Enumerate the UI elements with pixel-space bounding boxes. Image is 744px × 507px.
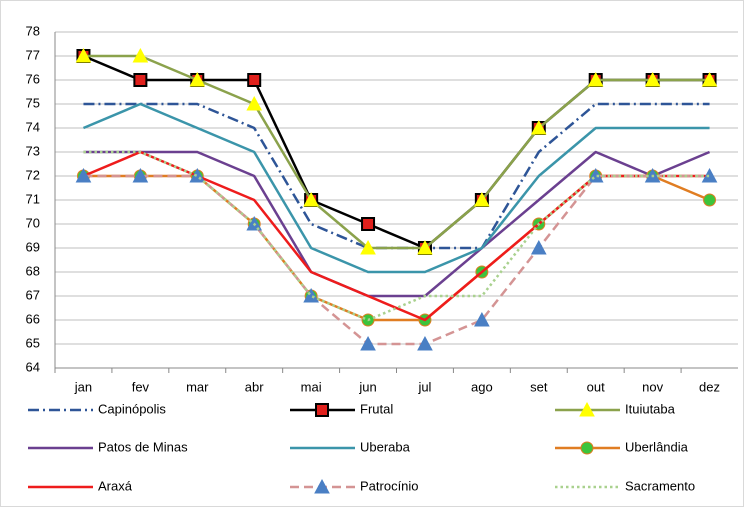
y-tick-label: 67 <box>26 287 40 302</box>
point-marker <box>133 73 148 87</box>
x-tick-label: dez <box>699 379 720 394</box>
legend-label: Ituiutaba <box>625 401 676 416</box>
x-tick-label: jun <box>358 379 376 394</box>
legend-label: Araxá <box>98 478 133 493</box>
series-line <box>83 102 710 250</box>
legend-label: Frutal <box>360 401 393 416</box>
point-marker <box>360 335 376 351</box>
point-marker <box>361 217 376 231</box>
series <box>83 150 711 298</box>
legend-label: Capinópolis <box>98 401 166 416</box>
point-marker <box>474 191 490 207</box>
y-tick-label: 76 <box>26 71 40 86</box>
point-marker <box>701 71 718 87</box>
point-marker <box>417 239 433 255</box>
x-tick-label: set <box>530 379 548 394</box>
legend-label: Uberaba <box>360 439 411 454</box>
y-tick-label: 69 <box>26 239 40 254</box>
legend-label: Uberlândia <box>625 439 689 454</box>
y-tick-label: 75 <box>26 95 40 110</box>
y-tick-label: 68 <box>26 263 40 278</box>
point-marker <box>132 47 149 63</box>
y-tick-label: 78 <box>26 23 40 38</box>
y-tick-label: 64 <box>26 359 40 374</box>
x-tick-label: nov <box>642 379 663 394</box>
x-tick-label: fev <box>132 379 150 394</box>
point-marker <box>703 193 717 207</box>
legend-marker <box>315 403 329 417</box>
point-marker <box>474 311 490 327</box>
point-marker <box>360 239 376 255</box>
series-line <box>82 102 710 274</box>
point-marker <box>75 47 92 63</box>
point-marker <box>530 119 547 135</box>
point-marker <box>303 191 319 207</box>
point-marker <box>644 71 661 87</box>
series <box>75 47 718 255</box>
point-marker <box>246 95 263 111</box>
x-tick-label: jan <box>74 379 92 394</box>
series <box>82 102 710 274</box>
y-tick-label: 65 <box>26 335 40 350</box>
series <box>83 102 710 250</box>
legend-marker <box>579 401 595 417</box>
x-tick-label: mai <box>301 379 322 394</box>
legend-label: Patrocínio <box>360 478 419 493</box>
y-tick-label: 74 <box>26 119 40 134</box>
point-marker <box>75 167 92 183</box>
x-tick-label: out <box>587 379 605 394</box>
point-marker <box>587 71 604 87</box>
x-tick-label: mar <box>186 379 209 394</box>
legend-marker <box>314 478 330 494</box>
x-tick-label: ago <box>471 379 493 394</box>
point-marker <box>530 239 547 255</box>
point-marker <box>303 287 319 303</box>
point-marker <box>247 73 262 87</box>
series-line <box>83 174 710 346</box>
y-tick-label: 73 <box>26 143 40 158</box>
x-tick-label: abr <box>245 379 264 394</box>
series <box>75 167 718 351</box>
y-tick-label: 66 <box>26 311 40 326</box>
y-tick-label: 72 <box>26 167 40 182</box>
legend-label: Sacramento <box>625 478 695 493</box>
series-line <box>83 54 710 250</box>
point-marker <box>132 167 149 183</box>
legend-label: Patos de Minas <box>98 439 188 454</box>
series-line <box>83 150 711 298</box>
point-marker <box>417 335 433 351</box>
point-marker <box>189 71 206 87</box>
point-marker <box>701 167 718 183</box>
y-tick-label: 77 <box>26 47 40 62</box>
y-tick-label: 70 <box>26 215 40 230</box>
legend-marker <box>580 441 594 455</box>
y-tick-label: 71 <box>26 191 40 206</box>
x-tick-label: jul <box>417 379 431 394</box>
